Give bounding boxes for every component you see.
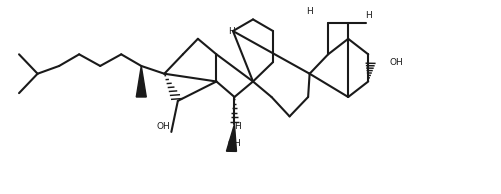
Polygon shape	[226, 124, 236, 151]
Text: H: H	[365, 11, 372, 20]
Text: H: H	[306, 7, 313, 16]
Text: H: H	[228, 27, 235, 36]
Text: OH: OH	[157, 122, 171, 131]
Text: OH: OH	[390, 58, 403, 67]
Polygon shape	[136, 66, 146, 97]
Text: OH: OH	[228, 139, 241, 148]
Text: H: H	[234, 122, 241, 131]
